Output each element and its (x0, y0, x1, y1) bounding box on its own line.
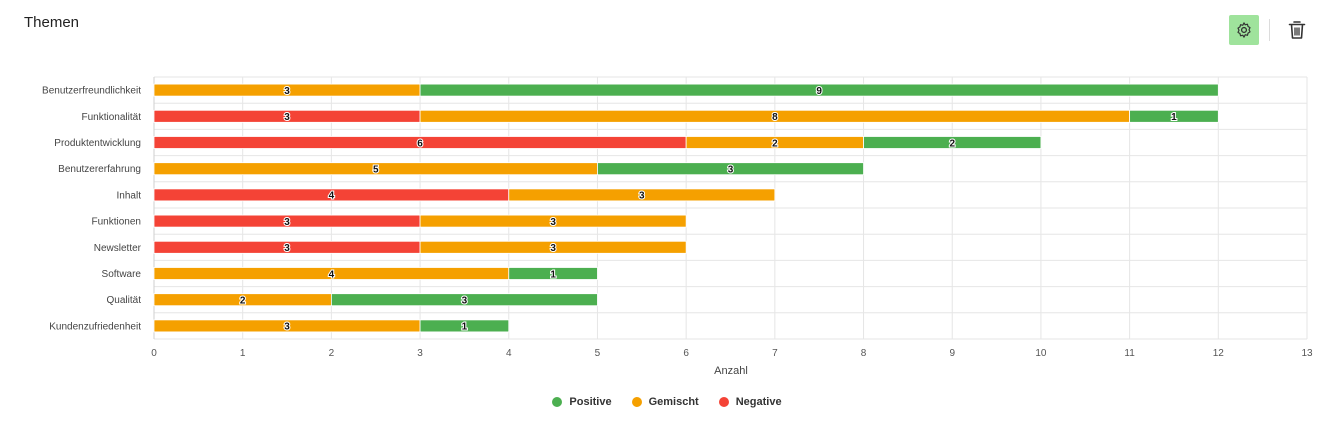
y-category-label: Benutzerfreundlichkeit (42, 86, 141, 97)
data-label: 3 (284, 243, 290, 254)
legend-label: Gemischt (648, 396, 699, 408)
trash-icon (1288, 21, 1306, 39)
legend-label: Negative (735, 396, 782, 408)
x-tick-label: 4 (506, 348, 512, 359)
x-tick-label: 7 (772, 348, 778, 359)
y-category-label: Inhalt (117, 190, 142, 201)
x-tick-label: 3 (417, 348, 423, 359)
chart-legend: Positive Gemischt Negative (0, 396, 1334, 408)
legend-marker (718, 397, 729, 407)
bar-segment-gemischt[interactable] (419, 214, 687, 228)
data-label: 2 (240, 296, 246, 307)
y-category-label: Kundenzufriedenheit (49, 321, 141, 332)
x-tick-label: 0 (151, 348, 157, 359)
stacked-bar-chart: 0 1 2 3 4 5 6 7 8 9 10 11 12 13 Benutzerfreundlichkei… (42, 76, 1313, 377)
data-label: 3 (462, 296, 468, 307)
data-label: 1 (1171, 112, 1177, 123)
data-label: 6 (417, 138, 423, 149)
bar-segment-gemischt[interactable] (508, 188, 776, 202)
x-tick-label: 6 (683, 348, 689, 359)
y-category-label: Produktentwicklung (54, 138, 141, 149)
data-label: 3 (284, 322, 290, 333)
data-label: 4 (329, 269, 335, 280)
legend-label: Positive (569, 396, 612, 408)
x-tick-label: 2 (329, 348, 335, 359)
data-label: 2 (772, 138, 778, 149)
x-tick-label: 1 (240, 348, 246, 359)
data-label: 3 (550, 243, 556, 254)
bar-segment-positive[interactable] (419, 319, 510, 333)
bar-segment-positive[interactable] (419, 83, 1219, 97)
x-tick-label: 9 (949, 348, 955, 359)
legend-item-positive[interactable]: Positive (552, 396, 612, 408)
data-label: 3 (550, 217, 556, 228)
bar-segment-positive[interactable] (508, 267, 598, 280)
bar-segment-positive[interactable] (1129, 109, 1219, 123)
data-label: 3 (639, 191, 645, 202)
legend-item-gemischt[interactable]: Gemischt (631, 396, 699, 408)
gear-icon (1237, 22, 1251, 38)
data-label: 3 (284, 217, 290, 228)
y-category-label: Benutzererfahrung (58, 164, 141, 175)
bar-segment-positive[interactable] (597, 162, 864, 176)
legend-marker (552, 397, 563, 407)
y-category-label: Funktionen (92, 217, 141, 228)
x-axis-title: Anzahl (714, 365, 748, 377)
settings-button[interactable] (1229, 15, 1259, 45)
data-label: 4 (329, 191, 335, 202)
delete-button[interactable] (1282, 15, 1312, 45)
x-tick-label: 12 (1213, 348, 1225, 359)
labels-layer: Benutzerfreundlichkeit Funktionalität Prod… (42, 85, 1178, 334)
data-label: 8 (772, 112, 778, 123)
data-label: 5 (373, 165, 379, 176)
x-tick-label: 8 (861, 348, 867, 359)
bar-segment-positive[interactable] (330, 293, 598, 307)
toolbar-divider (1269, 19, 1270, 41)
x-tick-label: 13 (1301, 348, 1313, 359)
bar-segment-gemischt[interactable] (419, 240, 687, 254)
bar-segment-positive[interactable] (863, 136, 1042, 149)
data-label: 3 (284, 86, 290, 97)
x-tick-label: 11 (1124, 348, 1135, 359)
data-label: 1 (462, 322, 468, 333)
legend-marker (631, 397, 642, 407)
y-category-label: Software (102, 269, 142, 280)
data-label: 1 (550, 269, 556, 280)
data-label: 2 (949, 138, 955, 149)
data-label: 3 (728, 165, 734, 176)
data-label: 3 (284, 112, 290, 123)
y-category-label: Funktionalität (82, 112, 142, 123)
panel-toolbar (1229, 15, 1312, 45)
data-label: 9 (816, 86, 822, 97)
legend-item-negative[interactable]: Negative (718, 396, 782, 408)
bars-layer (153, 83, 1219, 333)
y-category-label: Newsletter (94, 243, 142, 254)
x-tick-label: 5 (595, 348, 601, 359)
panel-title: Themen (24, 14, 80, 31)
x-tick-label: 10 (1035, 348, 1047, 359)
y-category-label: Qualität (107, 295, 142, 306)
